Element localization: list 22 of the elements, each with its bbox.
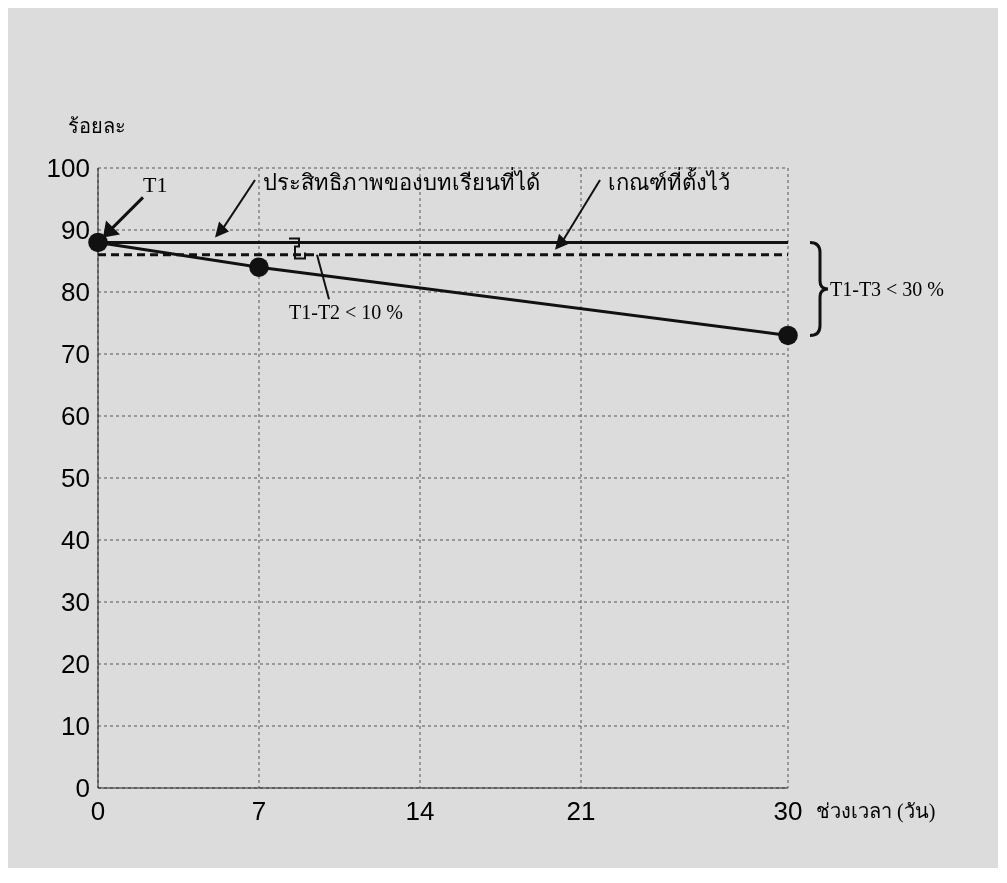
annotation: T1-T2 < 10 % bbox=[289, 301, 404, 324]
y-tick-label: 60 bbox=[61, 401, 90, 431]
y-tick-label: 20 bbox=[61, 649, 90, 679]
y-tick-label: 90 bbox=[61, 215, 90, 245]
y-tick-label: 30 bbox=[61, 587, 90, 617]
y-tick-label: 100 bbox=[46, 153, 90, 183]
y-tick-label: 0 bbox=[75, 773, 90, 803]
annotation: T1-T3 < 30 % bbox=[830, 277, 945, 300]
y-tick-label: 70 bbox=[61, 339, 90, 369]
y-tick-label: 10 bbox=[61, 711, 90, 741]
y-tick-label: 80 bbox=[61, 277, 90, 307]
ref-line-label: ประสิทธิภาพของบทเรียนที่ได้ bbox=[263, 167, 540, 195]
annotation: T1 bbox=[143, 172, 168, 198]
y-tick-label: 40 bbox=[61, 525, 90, 555]
x-tick-label: 30 bbox=[773, 796, 803, 826]
x-tick-label: 7 bbox=[251, 796, 267, 826]
ref-line-label: เกณฑ์ที่ตั้งไว้ bbox=[608, 167, 730, 195]
x-tick-label: 21 bbox=[566, 796, 596, 826]
y-tick-label: 50 bbox=[61, 463, 90, 493]
x-tick-label: 14 bbox=[405, 796, 435, 826]
x-axis-title: ช่วงเวลา (วัน) bbox=[816, 800, 936, 823]
y-axis-title: ร้อยละ bbox=[68, 115, 126, 137]
